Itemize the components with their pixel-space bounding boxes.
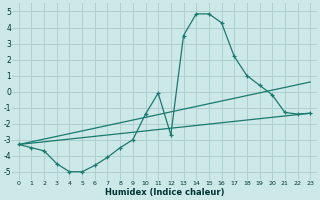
X-axis label: Humidex (Indice chaleur): Humidex (Indice chaleur) (105, 188, 224, 197)
